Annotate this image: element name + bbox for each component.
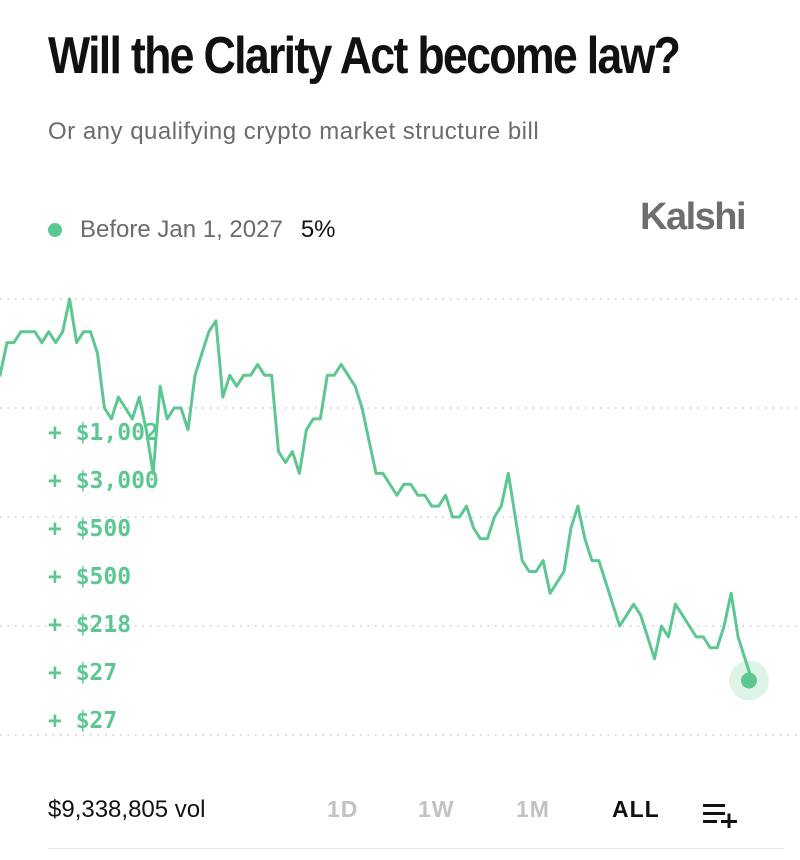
trade-annotation: + $218 — [48, 612, 131, 638]
bottom-divider — [48, 848, 784, 849]
trade-annotation: + $500 — [48, 516, 131, 542]
last-point-marker — [741, 672, 757, 689]
legend-dot-icon — [48, 223, 62, 237]
volume-label: $9,338,805 vol — [48, 796, 206, 823]
trade-annotation: + $27 — [48, 708, 117, 734]
range-all-button[interactable]: ALL — [612, 796, 660, 822]
chart-legend: Before Jan 1, 2027 5% — [48, 216, 336, 244]
playlist-add-icon[interactable] — [703, 802, 739, 828]
range-1d-button[interactable]: 1D — [327, 796, 359, 822]
page-subtitle: Or any qualifying crypto market structur… — [48, 118, 540, 145]
chart-footer: $9,338,805 vol 1D 1W 1M ALL — [0, 790, 800, 834]
page-title: Will the Clarity Act become law? — [48, 27, 681, 85]
price-chart: + $1,002 + $3,000 + $500 + $500 + $218 + $27 +… — [0, 297, 800, 736]
trade-annotation: + $500 — [48, 564, 131, 590]
brand-logo: Kalshi — [640, 196, 747, 238]
legend-label: Before Jan 1, 2027 — [80, 216, 283, 243]
legend-value: 5% — [300, 216, 336, 243]
range-1m-button[interactable]: 1M — [516, 796, 550, 822]
range-1w-button[interactable]: 1W — [418, 796, 455, 822]
trade-annotation: + $3,000 — [48, 468, 159, 494]
series-line — [0, 297, 754, 682]
trade-annotation: + $27 — [48, 660, 117, 686]
trade-annotation: + $1,002 — [48, 420, 159, 446]
